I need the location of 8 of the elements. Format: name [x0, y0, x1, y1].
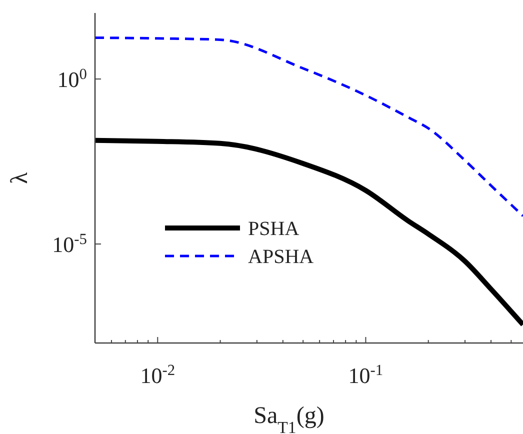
y-tick-label: 10$^{0}$	[57, 66, 88, 92]
y-tick-label: 10$^{-5}$	[52, 230, 88, 257]
x-tick-label: 10$^{-1}$	[348, 362, 384, 388]
y-axis-title: λ	[7, 172, 33, 184]
x-tick-label: 10$^{-2}$	[140, 362, 176, 388]
legend-label: PSHA	[248, 218, 300, 240]
x-axis-title: Sa$_{T1}$(g)	[254, 403, 324, 434]
legend-label: APSHA	[248, 246, 314, 268]
